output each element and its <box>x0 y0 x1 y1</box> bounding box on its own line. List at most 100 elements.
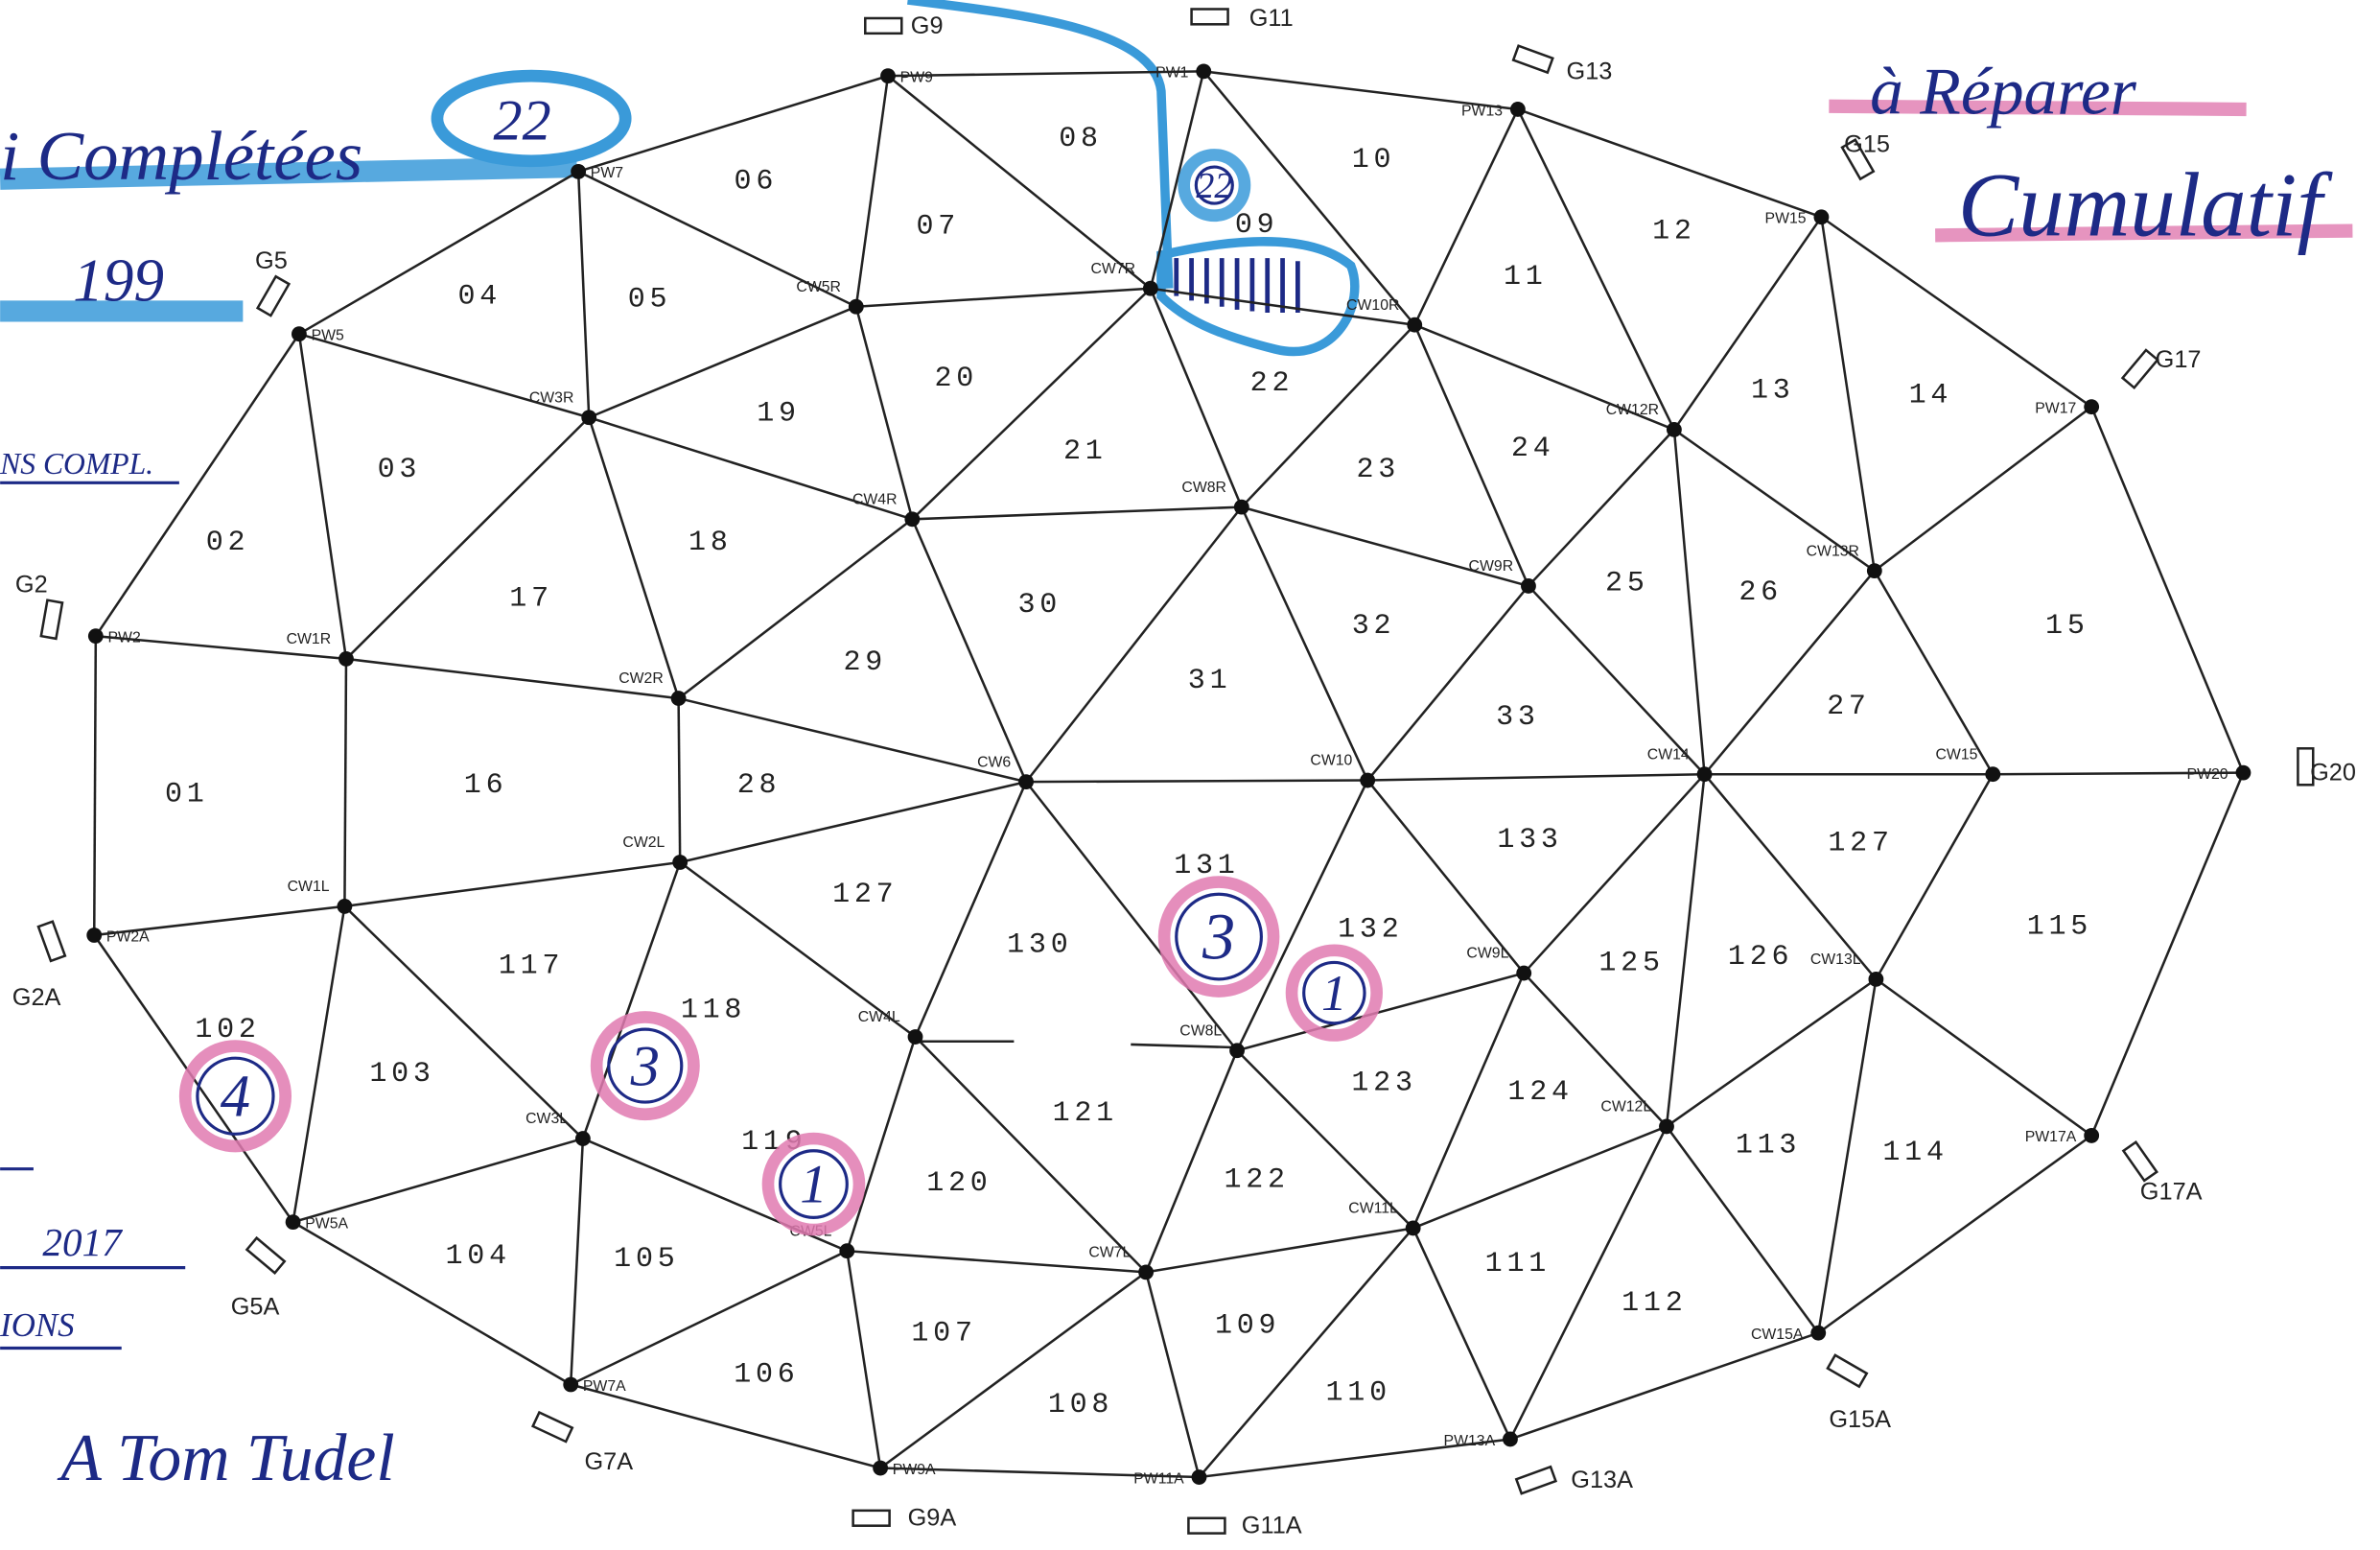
region-label: 06 <box>735 165 779 198</box>
region-label: 04 <box>457 281 502 314</box>
region-label: 27 <box>1827 691 1871 723</box>
gauge-label: G11 <box>1249 5 1294 32</box>
node-label: CW13R <box>1807 543 1859 559</box>
edge <box>344 906 582 1139</box>
blue-marker-line <box>908 0 1169 289</box>
edge <box>1818 979 1876 1333</box>
edge <box>1414 109 1518 325</box>
node-label: PW5 <box>312 328 344 344</box>
node-label: CW4R <box>852 491 898 507</box>
gauge-box <box>38 922 65 961</box>
body: {"nodes":[{"label":"PW9"},{"label":"PW1"… <box>0 0 2380 1550</box>
edge <box>1667 774 1705 1126</box>
edge <box>1524 774 1704 973</box>
node-label: CW10R <box>1346 297 1399 314</box>
node-label: CW12R <box>1606 402 1659 418</box>
node-label: CW2L <box>622 834 665 851</box>
circled-number: 22 <box>1196 166 1232 206</box>
node <box>2084 399 2099 414</box>
node <box>1018 774 1034 789</box>
node-label: PW7A <box>583 1378 626 1395</box>
gauge-label: G15A <box>1829 1406 1891 1433</box>
stub <box>1131 1045 1237 1047</box>
edge <box>856 76 888 307</box>
annotation: 2017 <box>42 1220 123 1264</box>
edge <box>96 334 299 636</box>
region-label: 113 <box>1736 1129 1801 1162</box>
gauge-label: G15 <box>1844 130 1890 157</box>
edge <box>1199 1228 1412 1477</box>
node-label: CW12L <box>1600 1099 1651 1116</box>
underlines <box>0 482 185 1348</box>
gauge-label: G17 <box>2156 346 2202 373</box>
edge <box>679 698 681 862</box>
node-label: CW13L <box>1810 951 1861 968</box>
node <box>873 1461 888 1476</box>
node <box>337 899 352 914</box>
node-label: CW2R <box>618 670 664 687</box>
node <box>1814 209 1830 224</box>
node <box>1138 1264 1154 1280</box>
region-label: 108 <box>1048 1389 1113 1421</box>
circled-number: 4 <box>221 1063 250 1130</box>
region-label: 29 <box>843 646 887 679</box>
edge <box>1876 979 2091 1136</box>
node <box>1229 1043 1245 1058</box>
edge <box>856 307 913 520</box>
region-label: 122 <box>1224 1164 1289 1197</box>
node <box>880 68 896 83</box>
node-label: PW13 <box>1461 103 1503 119</box>
edge <box>1818 1136 2091 1333</box>
region-label: 15 <box>2045 610 2089 643</box>
node <box>581 410 596 425</box>
edge <box>912 289 1150 520</box>
node-label: PW5A <box>305 1215 348 1232</box>
region-label: 17 <box>509 583 553 616</box>
region-label: 32 <box>1352 610 1396 643</box>
annotation: 199 <box>73 247 164 314</box>
node-label: CW8R <box>1181 480 1226 496</box>
node <box>286 1214 301 1230</box>
region-label: 11 <box>1504 261 1548 294</box>
edge <box>1876 774 1993 979</box>
gauge-box <box>533 1413 572 1442</box>
edge <box>2091 773 2243 1136</box>
gauge-box <box>1188 1518 1225 1534</box>
node-label: CW5R <box>796 279 841 295</box>
node <box>1192 1469 1207 1485</box>
node-label: CW3L <box>525 1111 568 1127</box>
region-label: 05 <box>628 284 672 317</box>
region-label: 118 <box>681 994 746 1026</box>
region-label: 105 <box>614 1243 679 1276</box>
node <box>1810 1326 1826 1341</box>
edge <box>1242 507 1367 781</box>
node <box>575 1131 591 1146</box>
hatching <box>1177 258 1298 313</box>
annotation: A Tom Tudel <box>57 1421 394 1495</box>
region-label: 121 <box>1053 1097 1118 1130</box>
region-label: 107 <box>911 1318 976 1350</box>
gauge-label: G2 <box>15 571 48 598</box>
circled-number: 3 <box>1202 900 1235 973</box>
node-label: PW15 <box>1765 211 1807 227</box>
edge <box>1026 507 1242 782</box>
edge <box>847 1037 915 1251</box>
node-label: PW17 <box>2035 401 2076 417</box>
node <box>1143 281 1158 296</box>
region-label: 13 <box>1751 375 1795 408</box>
region-label: 31 <box>1188 665 1232 697</box>
edge <box>1146 1228 1413 1272</box>
region-label: 21 <box>1063 435 1108 468</box>
edge <box>912 507 1241 520</box>
region-label: 12 <box>1652 215 1696 247</box>
edge <box>1026 781 1367 783</box>
edge <box>578 172 589 417</box>
node <box>1867 563 1882 578</box>
annotation: i Complétées <box>0 117 362 195</box>
node <box>1360 773 1375 788</box>
region-label: 30 <box>1018 589 1062 622</box>
region-label: 120 <box>926 1167 992 1200</box>
node <box>1234 500 1249 515</box>
edge <box>916 782 1027 1037</box>
node <box>849 299 864 315</box>
